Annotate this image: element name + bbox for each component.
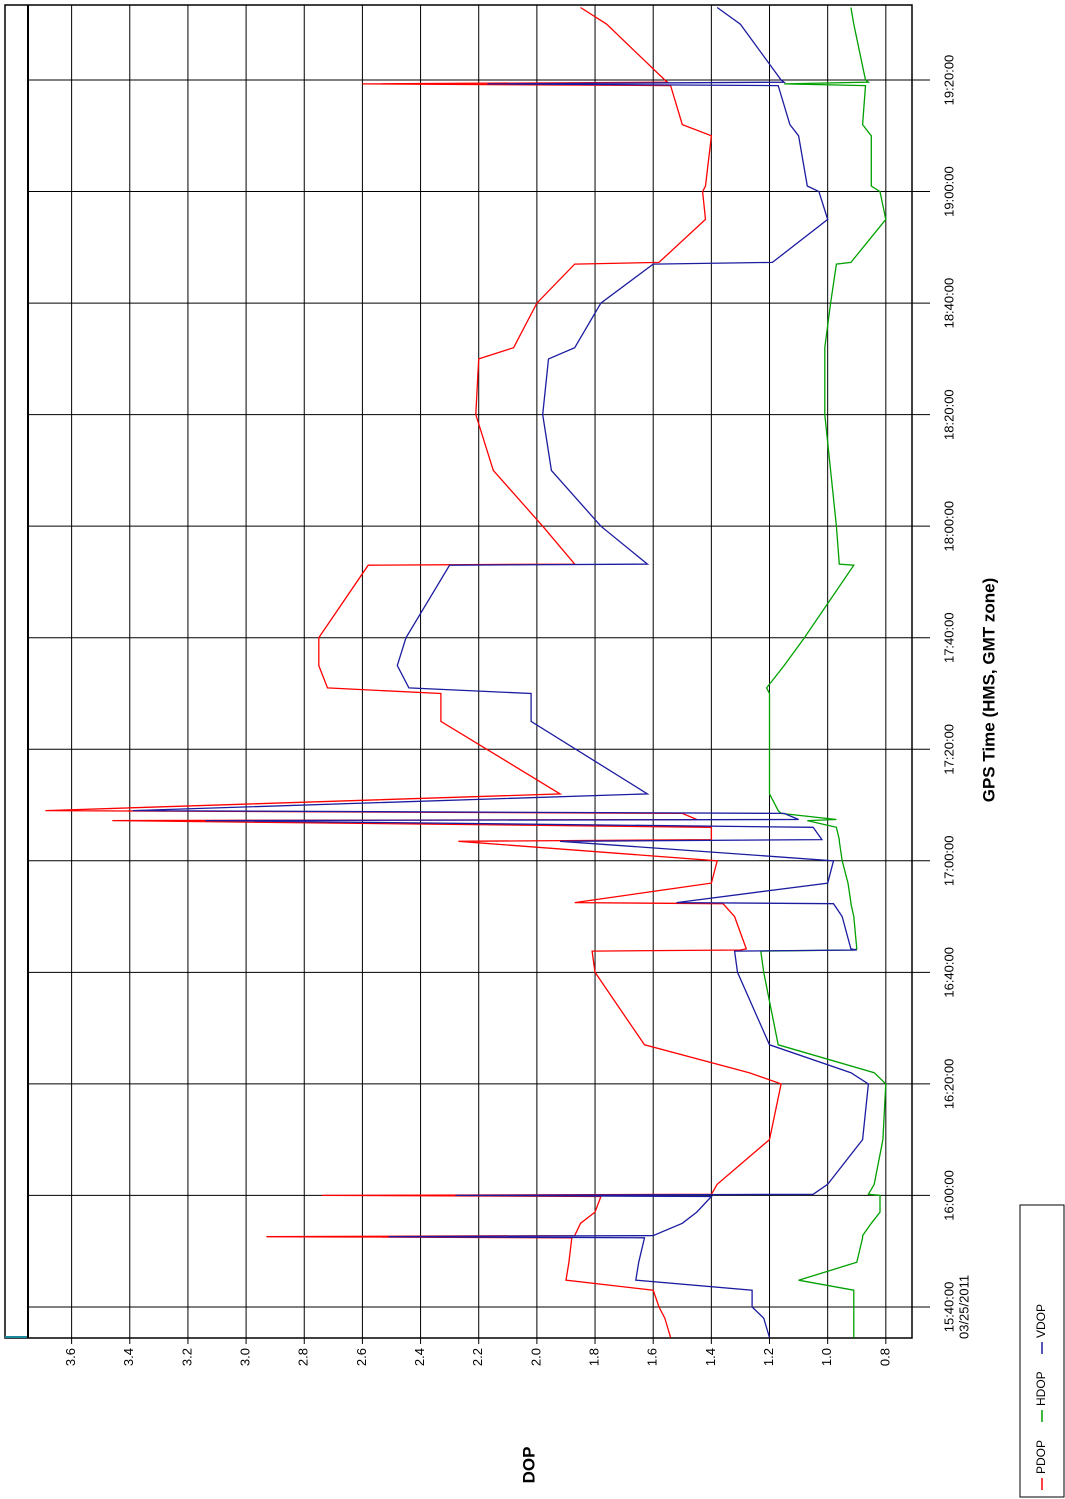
y-tick-label: 1.2 xyxy=(761,1348,776,1366)
x-tick-label: 17:40:00 xyxy=(941,612,956,663)
x-tick-label: 19:20:00 xyxy=(941,55,956,106)
x-axis-title: GPS Time (HMS, GMT zone) xyxy=(979,578,998,802)
y-tick-label: 3.2 xyxy=(179,1348,194,1366)
y-tick-label: 2.0 xyxy=(528,1348,543,1366)
date-label: 03/25/2011 xyxy=(956,1275,971,1339)
y-tick-label: 3.6 xyxy=(63,1348,78,1366)
x-tick-label: 16:40:00 xyxy=(941,947,956,998)
x-tick-label: 18:00:00 xyxy=(941,501,956,552)
y-tick-label: 1.0 xyxy=(819,1348,834,1366)
y-tick-label: 2.8 xyxy=(296,1348,311,1366)
x-tick-label: 15:40:00 xyxy=(941,1282,956,1333)
y-tick-label: 2.4 xyxy=(412,1348,427,1366)
series-line xyxy=(132,6,870,1338)
legend-label: PDOP xyxy=(1034,1440,1048,1474)
x-tick-label: 17:20:00 xyxy=(941,724,956,775)
y-tick-label: 1.4 xyxy=(703,1348,718,1366)
y-tick-label: 1.6 xyxy=(645,1348,660,1366)
y-axis-title: DOP xyxy=(519,1447,538,1484)
y-tick-label: 2.2 xyxy=(470,1348,485,1366)
x-tick-label: 16:20:00 xyxy=(941,1059,956,1110)
x-tick-label: 17:00:00 xyxy=(941,835,956,886)
series-line xyxy=(760,7,887,1338)
y-tick-label: 2.6 xyxy=(354,1348,369,1366)
y-tick-label: 3.4 xyxy=(121,1348,136,1366)
x-tick-label: 18:40:00 xyxy=(941,278,956,329)
y-tick-label: 3.0 xyxy=(238,1348,253,1366)
legend-label: HDOP xyxy=(1034,1371,1048,1406)
plot-frame xyxy=(4,4,913,1339)
x-tick-label: 19:00:00 xyxy=(941,166,956,217)
x-tick-label: 16:00:00 xyxy=(941,1170,956,1221)
y-tick-label: 0.8 xyxy=(877,1348,892,1366)
series-line xyxy=(45,6,782,1338)
legend-box xyxy=(1019,1204,1065,1498)
legend-label: VDOP xyxy=(1034,1304,1048,1338)
x-tick-label: 18:20:00 xyxy=(941,389,956,440)
y-tick-label: 1.8 xyxy=(586,1348,601,1366)
